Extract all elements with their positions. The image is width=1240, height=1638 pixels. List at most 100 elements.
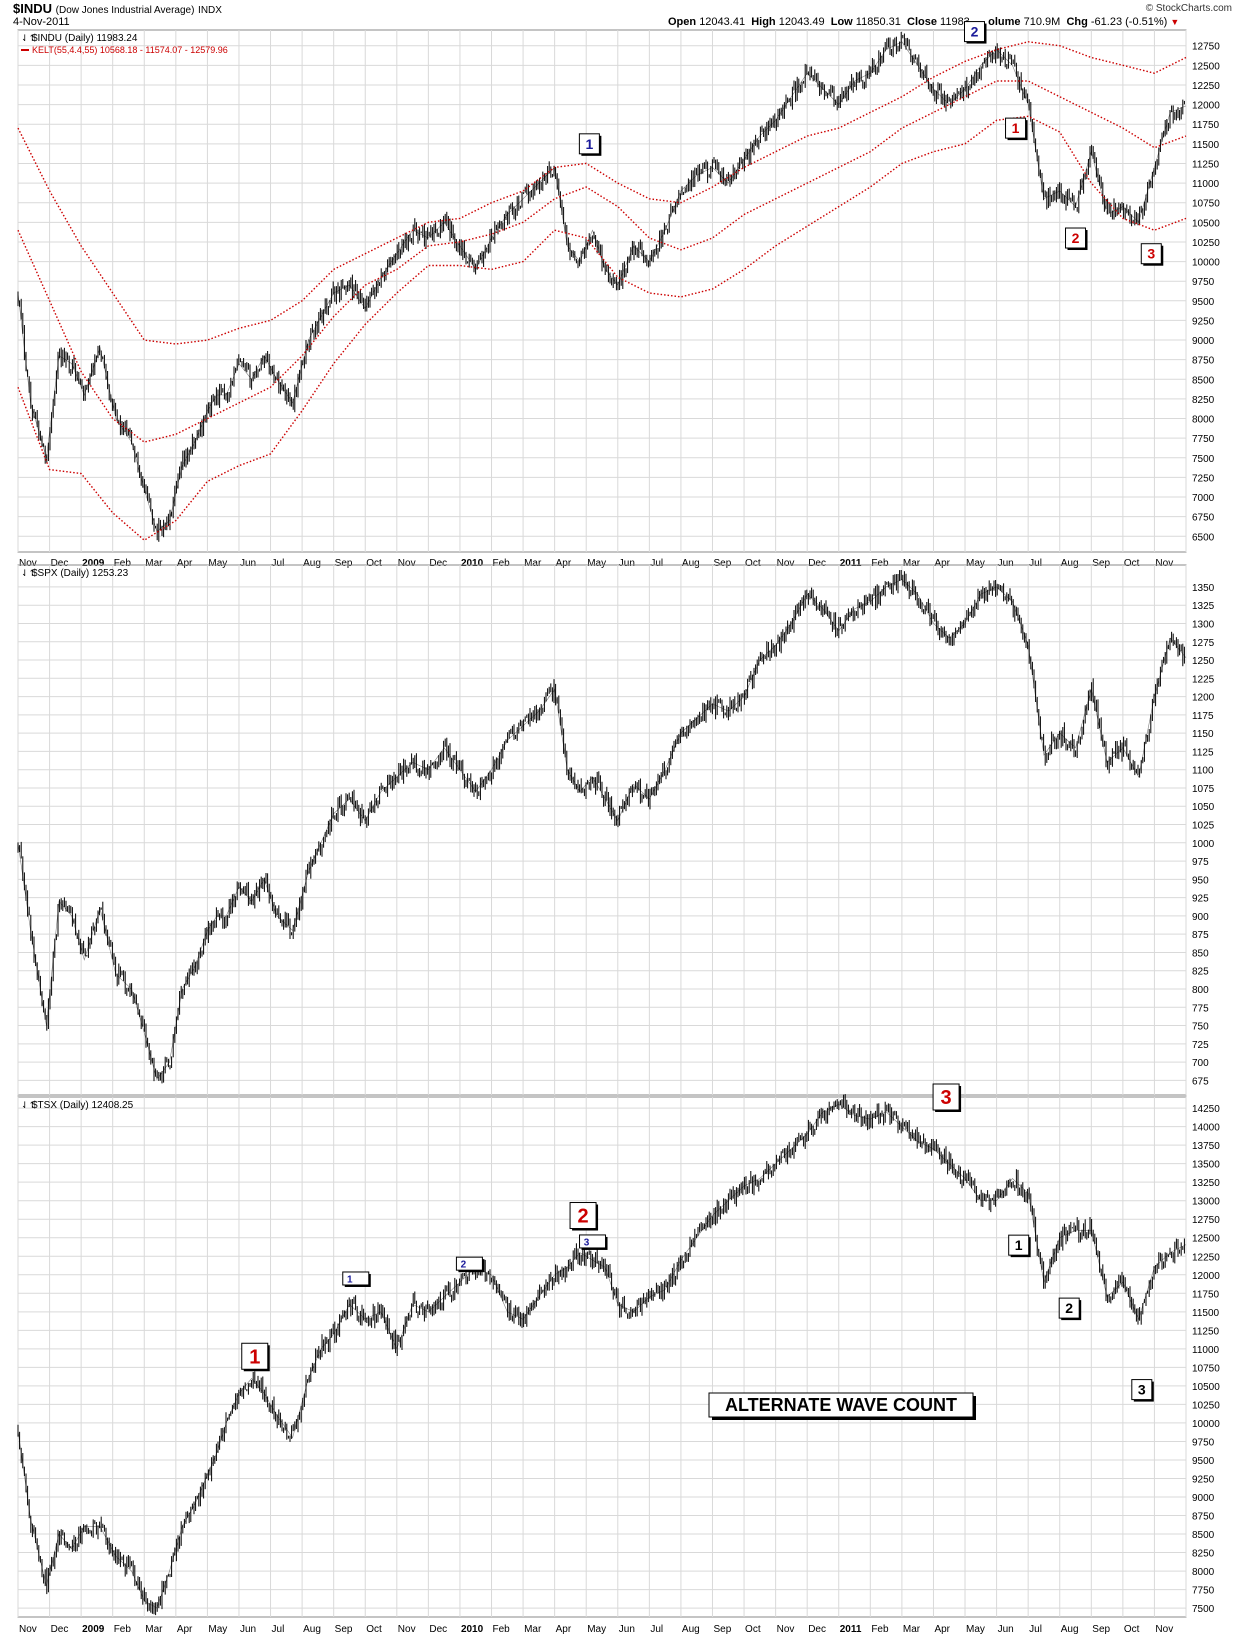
label-box <box>932 1083 960 1111</box>
x-tick-label: Nov <box>398 558 416 569</box>
y-tick-label: 12500 <box>1192 1234 1220 1245</box>
open-value: 12043.41 <box>699 16 746 28</box>
label-text: 3 <box>1138 1382 1146 1398</box>
y-tick-label: 13250 <box>1192 1178 1220 1189</box>
label-text: 1 <box>1012 120 1020 136</box>
keltner-lower-band <box>17 115 1187 542</box>
x-tick-label: Jun <box>998 1624 1014 1635</box>
legend-entry: $INDU (Daily) 11983.24 <box>32 33 138 44</box>
x-tick-label: Feb <box>114 558 132 569</box>
x-tick-label: Jun <box>240 1624 256 1635</box>
chart-title: $INDU (Dow Jones Industrial Average) IND… <box>13 1 222 16</box>
y-tick-label: 1150 <box>1192 729 1214 740</box>
y-tick-label: 7000 <box>1192 493 1215 504</box>
label-box <box>241 1342 269 1370</box>
x-tick-label: Nov <box>19 1624 37 1635</box>
y-tick-label: 1125 <box>1192 747 1214 758</box>
y-tick-label: 13000 <box>1192 1197 1220 1208</box>
x-tick-label: Nov <box>1155 1624 1173 1635</box>
y-tick-label: 9000 <box>1192 336 1215 347</box>
y-tick-label: 10250 <box>1192 1400 1220 1411</box>
y-tick-label: 775 <box>1192 1003 1209 1014</box>
price-line <box>17 579 1187 1081</box>
x-tick-label: Aug <box>1061 1624 1079 1635</box>
x-tick-label: Apr <box>177 1624 193 1635</box>
y-tick-label: 10000 <box>1192 258 1220 269</box>
y-tick-label: 950 <box>1192 875 1209 886</box>
x-tick-label: May <box>587 1624 606 1635</box>
panel-frame <box>17 564 1187 1096</box>
label-box <box>569 1202 597 1230</box>
x-tick-label: Dec <box>808 558 826 569</box>
watermark: © StockCharts.com <box>1145 3 1232 14</box>
wave-label-3: 3 <box>1140 243 1164 266</box>
x-tick-label: 2010 <box>461 558 484 569</box>
x-tick-label: Sep <box>713 1624 731 1635</box>
x-tick-label: Nov <box>777 558 795 569</box>
x-tick-label: May <box>966 558 985 569</box>
wave-label-2: 2 <box>963 21 987 44</box>
wave-label-3: 3 <box>579 1234 608 1250</box>
y-tick-label: 7500 <box>1192 1604 1215 1615</box>
exchange: INDX <box>198 5 222 16</box>
y-tick-label: 10250 <box>1192 238 1220 249</box>
label-box <box>1131 1379 1153 1401</box>
y-tick-label: 12250 <box>1192 81 1220 92</box>
chart-panel-3: 7500 7750 8000 8250 8500 8750 9000 9250 9500 9750… <box>17 1083 1220 1635</box>
panel-frame <box>17 29 1187 553</box>
y-tick-label: 11000 <box>1192 1345 1220 1356</box>
x-tick-label: Dec <box>51 1624 69 1635</box>
x-tick-label: Oct <box>745 1624 761 1635</box>
y-tick-label: 11250 <box>1192 159 1220 170</box>
x-tick-label: Jun <box>998 558 1014 569</box>
x-tick-label: Oct <box>1124 558 1140 569</box>
y-tick-label: 11500 <box>1192 1308 1220 1319</box>
y-tick-label: 7500 <box>1192 454 1215 465</box>
x-tick-label: Sep <box>1092 558 1110 569</box>
x-tick-label: Mar <box>145 558 163 569</box>
wave-label-3: 3 <box>932 1083 962 1112</box>
x-tick-label: Jul <box>1029 1624 1042 1635</box>
x-tick-label: May <box>587 558 606 569</box>
x-tick-label: Feb <box>493 558 511 569</box>
x-tick-label: Aug <box>303 558 321 569</box>
x-tick-label: Dec <box>429 558 447 569</box>
label-box <box>578 133 600 155</box>
chart-panel-1: 6500 6750 7000 7250 7500 7750 8000 8250 8500 8750… <box>17 21 1220 569</box>
wave-label-1: 1 <box>1008 1234 1031 1258</box>
keltner-upper-band <box>17 41 1187 345</box>
y-tick-label: 725 <box>1192 1040 1209 1051</box>
x-tick-label: Mar <box>145 1624 163 1635</box>
chg-arrow-icon: ▼ <box>1170 17 1180 27</box>
y-tick-label: 1050 <box>1192 802 1215 813</box>
label-text: 1 <box>585 136 593 152</box>
label-text: 2 <box>1072 230 1080 246</box>
wave-label-2: 2 <box>1065 227 1088 251</box>
y-tick-label: 1350 <box>1192 583 1215 594</box>
x-tick-label: Aug <box>682 558 700 569</box>
x-tick-label: Sep <box>1092 1624 1110 1635</box>
wave-label-1: 1 <box>1005 117 1028 141</box>
y-tick-label: 9500 <box>1192 297 1215 308</box>
y-tick-label: 7750 <box>1192 1586 1215 1597</box>
y-tick-label: 875 <box>1192 930 1209 941</box>
label-text: 1 <box>249 1346 260 1368</box>
legend-entry: $SPX (Daily) 1253.23 <box>32 568 129 579</box>
y-tick-label: 8000 <box>1192 1567 1215 1578</box>
y-tick-label: 10500 <box>1192 218 1220 229</box>
label-text: 1 <box>1015 1237 1023 1253</box>
x-tick-label: 2011 <box>840 1624 862 1635</box>
x-tick-label: Jul <box>1029 558 1042 569</box>
callout-box <box>708 1392 974 1418</box>
x-tick-label: Oct <box>366 558 382 569</box>
label-box <box>1058 1297 1080 1319</box>
y-tick-label: 800 <box>1192 985 1209 996</box>
symbol-description: (Dow Jones Industrial Average) <box>55 5 195 16</box>
y-tick-label: 1275 <box>1192 638 1215 649</box>
x-tick-label: Aug <box>1061 558 1079 569</box>
x-tick-label: Jul <box>272 558 285 569</box>
close-label: Close <box>907 16 937 28</box>
series-icon: ⇃↿ <box>21 1100 36 1110</box>
x-tick-label: Feb <box>493 1624 511 1635</box>
